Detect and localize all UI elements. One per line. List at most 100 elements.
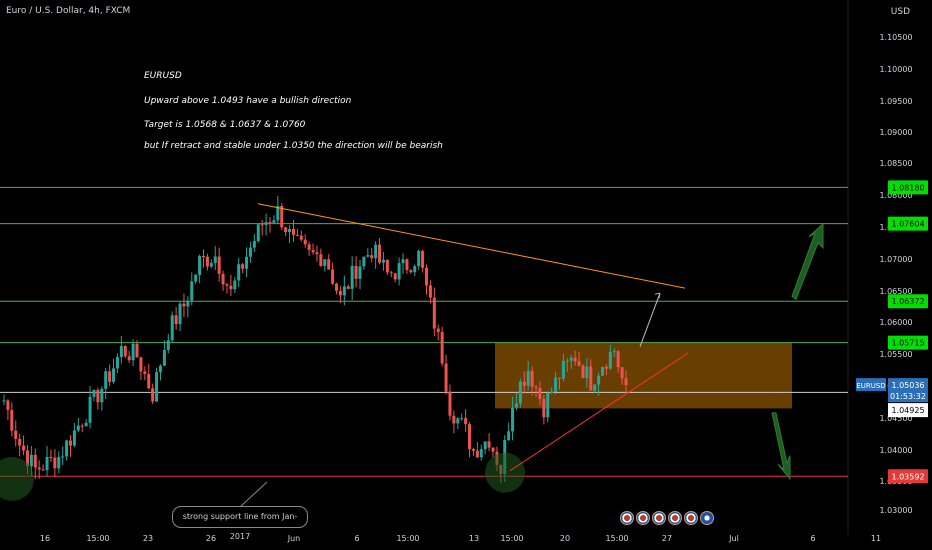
candle-body [417,250,421,267]
candle-body [198,255,202,275]
candle-body [530,370,534,387]
candle-body [354,265,358,279]
level-label-box [888,294,928,309]
candle-body [526,370,530,386]
candle-body [22,445,26,451]
candle-body [624,378,628,385]
candle-body [217,256,221,274]
candle-body [245,256,249,269]
candle-body [135,343,139,358]
y-tick-label: 1.08000 [879,191,912,200]
candle-body [479,449,483,458]
candle-body [155,372,159,402]
candle-body [362,256,366,267]
consolidation-zone [495,342,792,409]
candle-body [209,263,213,267]
x-tick-label: 15:00 [605,534,628,543]
y-tick-label: 1.09500 [879,97,912,106]
candle-body [18,438,22,446]
candle-body [514,403,518,408]
candle-body [29,454,33,467]
flag-icon[interactable] [636,511,650,525]
flag-icon[interactable] [620,511,634,525]
candle-body [471,448,475,451]
candle-body [127,356,131,361]
candle-body [49,456,53,458]
candle-body [424,267,428,286]
support-touch-circle [0,456,34,501]
last-price-box [888,378,928,403]
level-label-text: 1.03592 [891,472,924,481]
candle-body [182,303,186,307]
symbol-tag-box [856,378,886,392]
candle-body [323,259,327,266]
candle-body [123,346,127,357]
candle-body [327,259,331,270]
candle-body [202,255,206,257]
flag-icon[interactable] [668,511,682,525]
candle-body [65,440,69,457]
bullish-arrow [791,222,824,301]
candle-body [483,441,487,450]
candle-body [475,450,479,458]
currency-label: USD [890,7,910,17]
candle-body [295,234,299,236]
candle-body [53,457,57,469]
x-tick-label: 6 [354,534,359,543]
support-touch-circle [485,452,525,493]
candle-body [358,266,362,279]
candle-body [225,284,229,286]
candle-body [143,371,147,375]
level-label-text: 1.07604 [891,220,924,229]
candle-body [112,368,116,382]
candle-body [440,332,444,364]
candle-body [593,384,597,391]
candle-body [241,264,245,269]
candle-body [350,265,354,289]
candle-body [57,456,61,469]
candle-body [10,409,14,431]
x-tick-label: 23 [143,534,153,543]
candle-body [577,361,581,366]
y-tick-label: 1.10500 [879,33,912,42]
candle-body [229,285,233,290]
x-tick-label: Jun [287,534,301,543]
candle-body [299,235,303,240]
candle-body [315,252,319,255]
candle-body [335,283,339,291]
candle-body [41,469,45,471]
candle-body [233,280,237,290]
candle-body [237,264,241,281]
candle-body [260,224,264,226]
candle-body [264,222,268,226]
x-tick-label: Jul [728,534,739,543]
level-label-text: 1.06372 [891,297,924,306]
x-tick-label: 20 [560,534,570,543]
bearish-arrow [771,412,791,481]
flag-icon[interactable] [684,511,698,525]
symbol-title: Euro / U.S. Dollar, 4h, FXCM [6,6,131,16]
candle-body [151,388,155,402]
support-trendline [509,352,689,472]
level-label-box [888,469,928,484]
support-annotation[interactable]: strong support line from Jan-2017 [172,506,308,541]
candle-body [115,357,119,369]
candle-body [147,374,151,389]
candle-body [405,259,409,271]
flag-icon[interactable] [652,511,666,525]
x-tick-label: 16 [40,534,50,543]
candle-body [565,360,569,362]
candle-body [268,222,272,224]
x-tick-label: 15:00 [500,534,523,543]
candle-body [620,367,624,379]
secondary-price-text: 1.04925 [891,406,924,415]
candle-body [432,297,436,329]
candle-body [92,389,96,397]
globe-icon[interactable] [700,511,714,525]
candle-body [119,346,123,358]
candle-body [69,440,73,446]
candle-body [374,244,378,259]
secondary-price-box [888,403,928,418]
candle-body [389,272,393,274]
